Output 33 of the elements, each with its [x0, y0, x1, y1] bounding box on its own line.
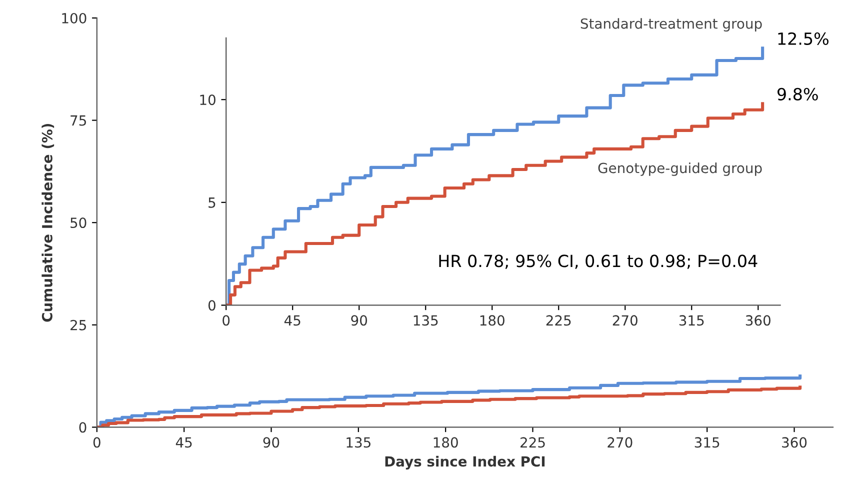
- y-tick-label: 0: [208, 300, 216, 311]
- x-tick-label: 180: [434, 437, 458, 448]
- y-tick-label: 100: [62, 12, 86, 24]
- x-tick-label: 0: [93, 437, 100, 448]
- x-tick-label: 360: [782, 437, 807, 448]
- x-tick-label: 135: [414, 315, 438, 326]
- x-tick-label: 45: [284, 315, 300, 326]
- y-tick-label: 50: [70, 218, 86, 228]
- x-tick-label: 225: [546, 315, 571, 326]
- x-tick-label: 315: [694, 437, 720, 448]
- series-label: Standard-treatment group: [580, 18, 762, 32]
- x-axis-title: Days since Index PCI: [385, 456, 545, 470]
- x-tick-label: 270: [608, 437, 632, 448]
- y-tick-label: 5: [208, 198, 216, 208]
- x-tick-label: 45: [176, 437, 192, 448]
- x-tick-label: 315: [679, 315, 704, 326]
- y-tick-label: 25: [70, 320, 86, 330]
- x-tick-label: 225: [520, 437, 545, 448]
- x-tick-label: 270: [612, 315, 638, 326]
- annotation: HR 0.78; 95% CI, 0.61 to 0.98; P=0.04: [439, 254, 758, 269]
- y-tick-label: 10: [200, 94, 216, 106]
- annotation: 12.5%: [778, 32, 828, 45]
- x-tick-label: 90: [351, 315, 368, 326]
- x-tick-label: 180: [480, 315, 504, 326]
- x-tick-label: 0: [222, 315, 230, 326]
- x-tick-label: 360: [746, 315, 770, 326]
- x-tick-label: 135: [346, 437, 370, 448]
- series-label: Genotype-guided group: [598, 162, 762, 176]
- y-tick-label: 0: [79, 422, 86, 433]
- y-tick-label: 75: [70, 115, 86, 126]
- x-tick-label: 90: [263, 437, 280, 448]
- annotation: 9.8%: [778, 88, 818, 100]
- y-axis-title: Cumulative Incidence (%): [42, 124, 54, 322]
